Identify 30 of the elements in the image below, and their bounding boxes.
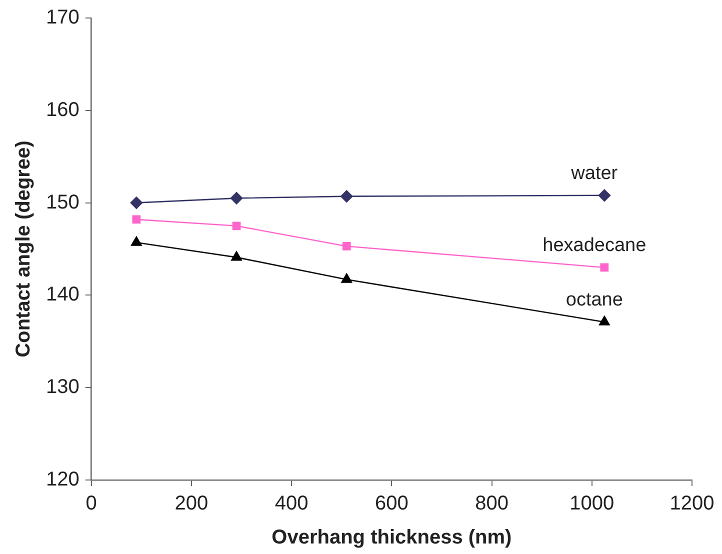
x-tick-label: 400 (274, 492, 308, 515)
point (341, 273, 352, 283)
y-tick-label: 170 (46, 6, 80, 29)
y-tick-label: 140 (46, 284, 80, 306)
point (600, 263, 609, 272)
y-tick-label: 120 (46, 468, 80, 491)
point (232, 222, 241, 230)
point (598, 316, 610, 326)
series-label: octane (566, 290, 623, 311)
point (131, 236, 142, 246)
x-tick-label: 800 (475, 492, 508, 515)
x-axis-title: Overhang thickness (nm) (272, 526, 512, 549)
point (231, 251, 242, 261)
y-tick-label: 160 (46, 98, 80, 121)
y-tick-label: 150 (46, 191, 80, 214)
point (598, 189, 611, 202)
point (132, 215, 141, 224)
point (340, 190, 353, 202)
x-tick-label: 1000 (570, 492, 614, 515)
y-tick-label: 130 (46, 376, 80, 398)
x-tick-label: 200 (174, 492, 208, 515)
point (130, 196, 143, 209)
point (230, 192, 243, 204)
x-tick-label: 1200 (670, 492, 714, 515)
x-tick-label: 600 (374, 492, 408, 515)
series-label: water (570, 163, 618, 184)
series-label: hexadecane (542, 235, 646, 256)
point (342, 242, 351, 250)
y-axis-title: Contact angle (degree) (12, 140, 35, 358)
x-tick-label: 0 (86, 492, 97, 515)
